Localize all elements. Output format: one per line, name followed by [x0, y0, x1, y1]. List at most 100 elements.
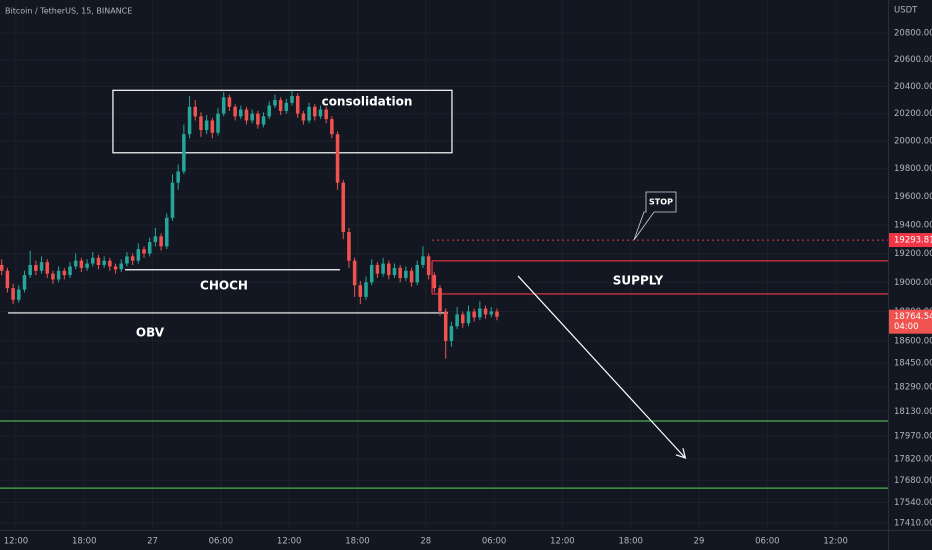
- consolidation-box: [112, 89, 453, 154]
- axes: 17410.00 17540.00 17680.00 17820.00 17970.00…: [4, 29, 932, 547]
- candle-body: [187, 106, 192, 135]
- last-price-label: 18764.54: [894, 312, 932, 322]
- candle-body: [5, 270, 10, 289]
- candle-body: [404, 270, 408, 278]
- candle-body: [432, 275, 437, 289]
- candle-body: [73, 260, 78, 267]
- candle-body: [96, 257, 101, 265]
- candle-body: [478, 308, 482, 318]
- candle-body: [56, 270, 61, 280]
- candle-body: [307, 106, 311, 121]
- candle-body: [250, 113, 254, 121]
- candle-body: [443, 311, 448, 341]
- y-tick-label: 18600.00: [894, 336, 932, 346]
- candles: [0, 90, 499, 359]
- supply-label: SUPPLY: [613, 274, 664, 288]
- candle-body: [398, 267, 402, 278]
- candle-body: [239, 109, 243, 117]
- candle-body: [375, 264, 380, 274]
- candle-body: [119, 263, 124, 270]
- y-tick-label: 19800.00: [894, 164, 932, 174]
- candle-body: [284, 102, 289, 111]
- candle-body: [455, 314, 459, 327]
- stop-price-tag: [889, 233, 932, 248]
- y-tick-label: 17410.00: [894, 519, 932, 529]
- candle-body: [199, 116, 203, 131]
- candle-body: [39, 262, 44, 271]
- candle-body: [295, 95, 300, 114]
- candle-body: [415, 264, 420, 283]
- candle-body: [11, 288, 15, 300]
- x-tick-label: 18:00: [345, 537, 370, 547]
- countdown-label: 04:00: [894, 322, 919, 332]
- candle-body: [438, 288, 442, 312]
- candle-body: [68, 266, 72, 276]
- x-tick-label: 06:00: [482, 537, 507, 547]
- candle-body: [204, 120, 209, 131]
- candle-body: [483, 308, 488, 315]
- candle-body: [227, 97, 232, 107]
- candle-body: [147, 242, 152, 254]
- candle-body: [495, 311, 499, 317]
- candle-body: [449, 326, 454, 341]
- candle-body: [34, 264, 38, 271]
- y-tick-label: 20200.00: [894, 109, 932, 119]
- x-tick-label: 06:00: [209, 537, 234, 547]
- candle-body: [261, 116, 266, 125]
- candle-body: [324, 109, 328, 120]
- candle-body: [290, 95, 294, 103]
- candle-body: [170, 182, 175, 218]
- stop-label: STOP: [649, 198, 673, 207]
- candle-body: [341, 182, 346, 233]
- annotations: [0, 89, 888, 489]
- x-tick-label: 12:00: [4, 537, 29, 547]
- y-tick-label: 20600.00: [894, 55, 932, 65]
- arrow-head: [675, 448, 687, 459]
- candle-body: [318, 109, 323, 117]
- x-tick-label: 18:00: [72, 537, 97, 547]
- candle-body: [176, 171, 180, 183]
- chart-title: Bitcoin / TetherUS, 15, BINANCE: [5, 7, 132, 16]
- x-tick-label: 06:00: [755, 537, 780, 547]
- y-tick-label: 17970.00: [894, 431, 932, 441]
- y-axis-label: USDT: [894, 6, 918, 16]
- candle-body: [369, 264, 374, 283]
- y-tick-label: 18290.00: [894, 383, 932, 393]
- x-tick-label: 12:00: [277, 537, 302, 547]
- candle-body: [102, 260, 106, 265]
- candle-body: [256, 113, 260, 125]
- candle-body: [193, 106, 198, 117]
- choch-label: CHOCH: [200, 279, 248, 293]
- candle-body: [267, 105, 272, 117]
- last-price-tag: [889, 309, 932, 334]
- candle-body: [466, 311, 471, 324]
- y-tick-label: 20400.00: [894, 82, 932, 92]
- candle-body: [130, 256, 135, 261]
- y-tick-label: 17680.00: [894, 476, 932, 486]
- candle-body: [301, 113, 306, 121]
- candle-body: [244, 109, 249, 121]
- x-tick-label: 12:00: [550, 537, 575, 547]
- stop-callout: [633, 191, 677, 241]
- candle-body: [233, 106, 237, 117]
- candle-body: [335, 134, 340, 183]
- x-tick-label: 29: [694, 537, 705, 547]
- candle-body: [221, 97, 226, 114]
- consolidation-label: consolidation: [322, 95, 413, 109]
- x-tick-label: 27: [147, 537, 158, 547]
- y-tick-label: 17820.00: [894, 454, 932, 464]
- candle-body: [125, 256, 129, 264]
- candle-body: [91, 257, 95, 264]
- candle-body: [421, 256, 425, 265]
- candle-body: [352, 260, 357, 286]
- obv-label: OBV: [136, 326, 165, 340]
- candle-body: [85, 263, 89, 268]
- candle-body: [108, 260, 112, 267]
- candle-body: [489, 311, 494, 315]
- candle-body: [409, 270, 414, 283]
- candle-body: [153, 236, 158, 243]
- candle-body: [113, 266, 118, 270]
